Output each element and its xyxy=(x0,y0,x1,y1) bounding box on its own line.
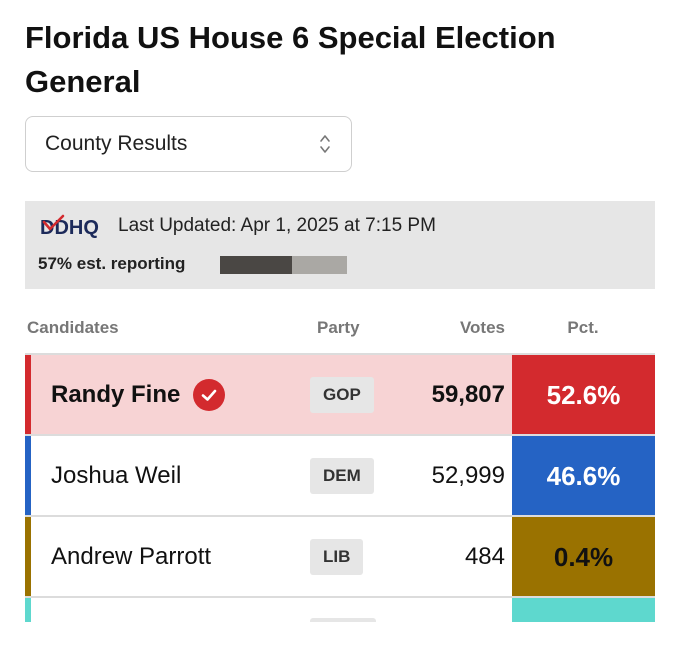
candidate-name-cell: Andrew Parrott xyxy=(51,517,211,597)
candidate-name: Andrew Parrott xyxy=(51,543,212,570)
ddhq-logo: DDHQ xyxy=(40,213,104,239)
row-divider xyxy=(25,515,655,517)
party-color-stripe xyxy=(25,436,31,516)
winner-check-icon xyxy=(193,379,226,411)
vote-percent: 52.6% xyxy=(512,355,655,435)
select-value: County Results xyxy=(45,132,188,155)
table-row-partial[interactable] xyxy=(25,598,655,622)
party-badge: GOP xyxy=(310,377,374,413)
party-badge: LIB xyxy=(310,539,364,575)
vote-percent: 0.4% xyxy=(512,517,655,597)
candidate-name: Joshua Weil xyxy=(51,462,182,489)
row-divider xyxy=(25,434,655,436)
results-view-select[interactable]: County Results xyxy=(25,116,352,172)
reporting-progress-bar xyxy=(220,256,347,274)
vote-percent: 46.6% xyxy=(512,436,655,516)
page-title: Florida US House 6 Special Election Gene… xyxy=(25,20,556,99)
table-header: Candidates Party Votes Pct. xyxy=(25,314,655,344)
party-color-stripe xyxy=(25,355,31,435)
last-updated-text: Last Updated: Apr 1, 2025 at 7:15 PM xyxy=(118,215,436,236)
vote-count: 52,999 xyxy=(431,462,505,489)
candidate-name-cell: Randy Fine xyxy=(51,355,226,435)
chevron-up-down-icon xyxy=(319,133,331,155)
header-candidates: Candidates xyxy=(27,318,119,337)
header-votes: Votes xyxy=(459,318,505,337)
party-color-stripe xyxy=(25,517,31,597)
vote-count: 59,807 xyxy=(431,381,505,408)
party-color-stripe xyxy=(25,598,31,622)
header-party: Party xyxy=(317,318,360,337)
candidate-name: Randy Fine xyxy=(51,381,181,408)
table-row[interactable]: Randy Fine GOP 59,807 52.6% xyxy=(25,355,655,435)
row-divider xyxy=(25,353,655,355)
reporting-label: 57% est. reporting xyxy=(38,254,186,273)
candidate-name-cell: Joshua Weil xyxy=(51,436,181,516)
row-divider xyxy=(25,596,655,598)
table-row[interactable]: Andrew Parrott LIB 484 0.4% xyxy=(25,517,655,597)
reporting-info-panel: DDHQ Last Updated: Apr 1, 2025 at 7:15 P… xyxy=(25,201,655,289)
vote-percent xyxy=(512,598,655,622)
header-pct: Pct. xyxy=(567,318,599,337)
party-badge: DEM xyxy=(310,458,374,494)
party-badge xyxy=(310,618,376,622)
reporting-progress-fill xyxy=(220,256,293,274)
vote-count: 484 xyxy=(464,543,505,570)
table-row[interactable]: Joshua Weil DEM 52,999 46.6% xyxy=(25,436,655,516)
